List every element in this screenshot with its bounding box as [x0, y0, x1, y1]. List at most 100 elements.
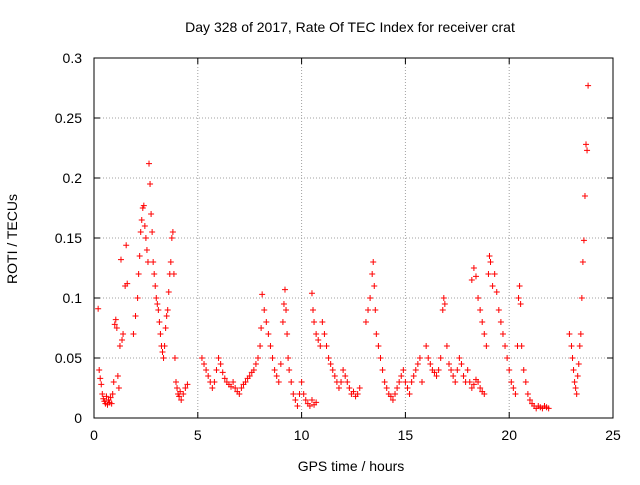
data-point	[308, 290, 315, 297]
data-point	[362, 319, 369, 325]
data-point	[209, 385, 216, 391]
x-tick-label: 25	[605, 427, 621, 443]
data-point	[398, 373, 405, 379]
data-point	[468, 385, 475, 391]
data-point	[228, 383, 235, 390]
axis-ticks: 0 5 10 15 20 25 0 0.05 0.1 0.15 0.2 0.25 0.3	[55, 50, 621, 443]
data-point	[171, 355, 178, 361]
data-point	[165, 289, 172, 295]
data-point	[213, 367, 220, 373]
data-point	[124, 280, 131, 287]
data-point	[170, 271, 177, 277]
data-point	[342, 373, 349, 379]
data-point	[178, 397, 185, 403]
y-axis-label: ROTI / TECUs	[4, 194, 20, 284]
data-point	[123, 242, 130, 249]
data-point	[232, 385, 239, 391]
data-point	[329, 367, 336, 373]
y-tick-label: 0.2	[63, 170, 83, 186]
data-point	[338, 379, 345, 385]
data-point	[149, 229, 156, 235]
y-tick-label: 0.05	[55, 350, 82, 366]
data-point	[408, 379, 415, 385]
data-point	[389, 397, 396, 403]
data-point	[568, 343, 575, 349]
data-point	[441, 301, 448, 307]
data-point	[570, 367, 577, 373]
data-point	[566, 331, 573, 337]
data-point	[283, 307, 290, 313]
data-point	[443, 343, 450, 349]
data-point	[445, 361, 452, 367]
data-point	[425, 355, 432, 361]
data-point	[578, 295, 585, 301]
x-tick-label: 0	[90, 427, 98, 443]
data-point	[367, 295, 374, 301]
data-point	[319, 319, 326, 325]
data-point	[468, 277, 475, 283]
data-point	[163, 313, 170, 319]
data-point	[404, 385, 411, 391]
data-point	[524, 391, 531, 397]
data-point	[271, 367, 278, 373]
data-point	[483, 343, 490, 349]
data-point	[545, 405, 552, 412]
data-point	[481, 391, 488, 397]
data-point	[419, 379, 426, 385]
chart-title: Day 328 of 2017, Rate Of TEC Index for r…	[185, 19, 515, 35]
data-point	[516, 283, 523, 289]
data-point	[155, 307, 162, 313]
data-point	[493, 289, 500, 295]
data-point	[263, 319, 270, 325]
data-points	[95, 82, 592, 412]
data-point	[132, 313, 139, 319]
data-point	[275, 379, 282, 385]
data-point	[575, 361, 582, 367]
data-point	[356, 385, 363, 391]
data-point	[242, 379, 249, 385]
data-point	[161, 343, 168, 349]
data-point	[512, 391, 519, 397]
data-point	[475, 379, 482, 385]
data-point	[470, 265, 477, 271]
data-point	[198, 355, 205, 361]
data-point	[406, 391, 413, 397]
data-point	[147, 181, 154, 187]
data-point	[577, 331, 584, 337]
data-point	[431, 369, 438, 376]
data-point	[150, 259, 157, 265]
data-point	[285, 355, 292, 361]
data-point	[569, 355, 576, 361]
data-point	[143, 247, 150, 253]
data-point	[437, 355, 444, 361]
data-point	[475, 295, 482, 301]
data-point	[574, 373, 581, 379]
data-point	[373, 331, 380, 337]
data-point	[180, 391, 187, 397]
data-point	[402, 379, 409, 385]
data-point	[487, 259, 494, 265]
x-tick-label: 10	[294, 427, 310, 443]
data-point	[252, 361, 259, 367]
data-point	[440, 295, 447, 301]
data-point	[344, 379, 351, 385]
data-point	[435, 367, 442, 373]
y-tick-label: 0.25	[55, 110, 82, 126]
data-point	[464, 367, 471, 373]
data-point	[585, 82, 592, 89]
data-point	[115, 385, 122, 391]
data-point	[238, 385, 245, 391]
data-point	[284, 331, 291, 337]
data-point	[489, 283, 496, 289]
data-point	[300, 391, 307, 397]
x-axis-label: GPS time / hours	[298, 458, 405, 474]
data-point	[258, 325, 265, 331]
data-point	[321, 331, 328, 337]
data-point	[335, 385, 342, 391]
data-point	[114, 373, 121, 379]
data-point	[135, 271, 142, 277]
data-point	[109, 391, 116, 397]
data-point	[495, 307, 502, 313]
data-point	[325, 355, 332, 361]
